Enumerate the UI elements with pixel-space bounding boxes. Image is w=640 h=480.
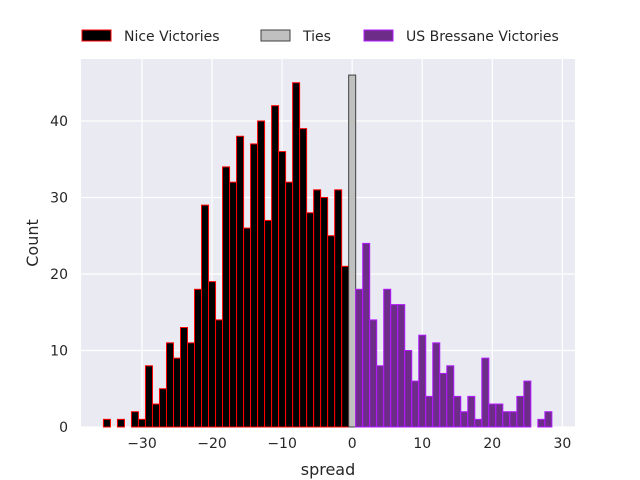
legend-label: Ties — [302, 29, 331, 45]
bar — [439, 372, 448, 428]
bar — [236, 135, 245, 428]
x-tick-label: −30 — [127, 436, 157, 452]
bar — [355, 288, 364, 428]
bar — [313, 189, 322, 428]
bar — [516, 395, 525, 428]
y-tick-label: 40 — [50, 114, 68, 130]
bar — [320, 196, 329, 428]
bar — [453, 395, 462, 428]
y-ticks: 0 10 20 30 40 — [50, 114, 68, 436]
bar — [411, 380, 420, 428]
x-tick-label: −10 — [267, 436, 297, 452]
bar — [165, 342, 174, 428]
bar — [544, 411, 553, 428]
x-tick-label: 0 — [348, 436, 357, 452]
bar — [130, 411, 139, 428]
bar — [432, 342, 441, 428]
bar — [229, 181, 238, 428]
bar — [467, 395, 476, 428]
legend: Nice Victories Ties US Bressane Victories — [81, 29, 559, 45]
bar — [208, 281, 217, 428]
bar — [460, 411, 469, 428]
bars — [102, 74, 553, 428]
bar — [418, 334, 427, 428]
bar — [201, 204, 210, 428]
bar — [243, 227, 252, 428]
bar — [187, 342, 196, 428]
bar — [151, 403, 160, 428]
bar — [488, 403, 497, 428]
bar — [271, 105, 280, 428]
bar — [306, 212, 315, 428]
bar — [222, 166, 231, 428]
bar — [194, 288, 203, 428]
bar — [299, 128, 308, 428]
legend-swatch — [260, 29, 291, 42]
bar — [341, 265, 350, 428]
y-tick-label: 10 — [50, 343, 68, 359]
bar — [172, 357, 182, 428]
bar — [397, 304, 406, 428]
bar — [474, 418, 483, 428]
bar — [446, 365, 455, 428]
bar — [215, 319, 224, 428]
bar — [481, 357, 490, 428]
x-ticks: −30 −20 −10 0 10 20 30 — [127, 436, 571, 452]
legend-swatch — [363, 29, 394, 42]
bar — [285, 181, 294, 428]
x-tick-label: 20 — [483, 436, 501, 452]
legend-swatch — [81, 29, 112, 42]
bar — [144, 365, 153, 428]
bar — [264, 219, 273, 428]
x-axis-label: spread — [301, 460, 356, 479]
bar — [137, 418, 146, 428]
bar — [348, 74, 357, 428]
bar — [495, 403, 504, 428]
bar — [383, 288, 392, 428]
bar — [102, 418, 111, 428]
bar — [376, 365, 385, 428]
bar — [502, 411, 511, 428]
bar — [292, 82, 301, 428]
bar — [369, 319, 378, 428]
bar — [362, 242, 371, 428]
bar — [278, 151, 287, 428]
bar — [537, 418, 546, 428]
x-tick-label: 10 — [413, 436, 431, 452]
legend-label: Nice Victories — [124, 29, 220, 45]
bar — [180, 327, 189, 428]
bar — [425, 395, 434, 428]
y-tick-label: 20 — [50, 267, 68, 283]
y-axis-label: Count — [23, 219, 42, 267]
bar — [390, 304, 399, 428]
y-tick-label: 30 — [50, 190, 68, 206]
bar — [158, 388, 167, 428]
bar — [327, 235, 336, 428]
bar — [509, 411, 518, 428]
legend-label: US Bressane Victories — [406, 29, 559, 45]
x-tick-label: 30 — [553, 436, 571, 452]
bar — [116, 418, 125, 428]
bar — [523, 380, 532, 428]
bar — [334, 189, 343, 428]
y-tick-label: 0 — [59, 420, 68, 436]
bar — [250, 143, 259, 428]
bar — [257, 120, 266, 428]
x-tick-label: −20 — [197, 436, 227, 452]
bar — [404, 349, 413, 428]
